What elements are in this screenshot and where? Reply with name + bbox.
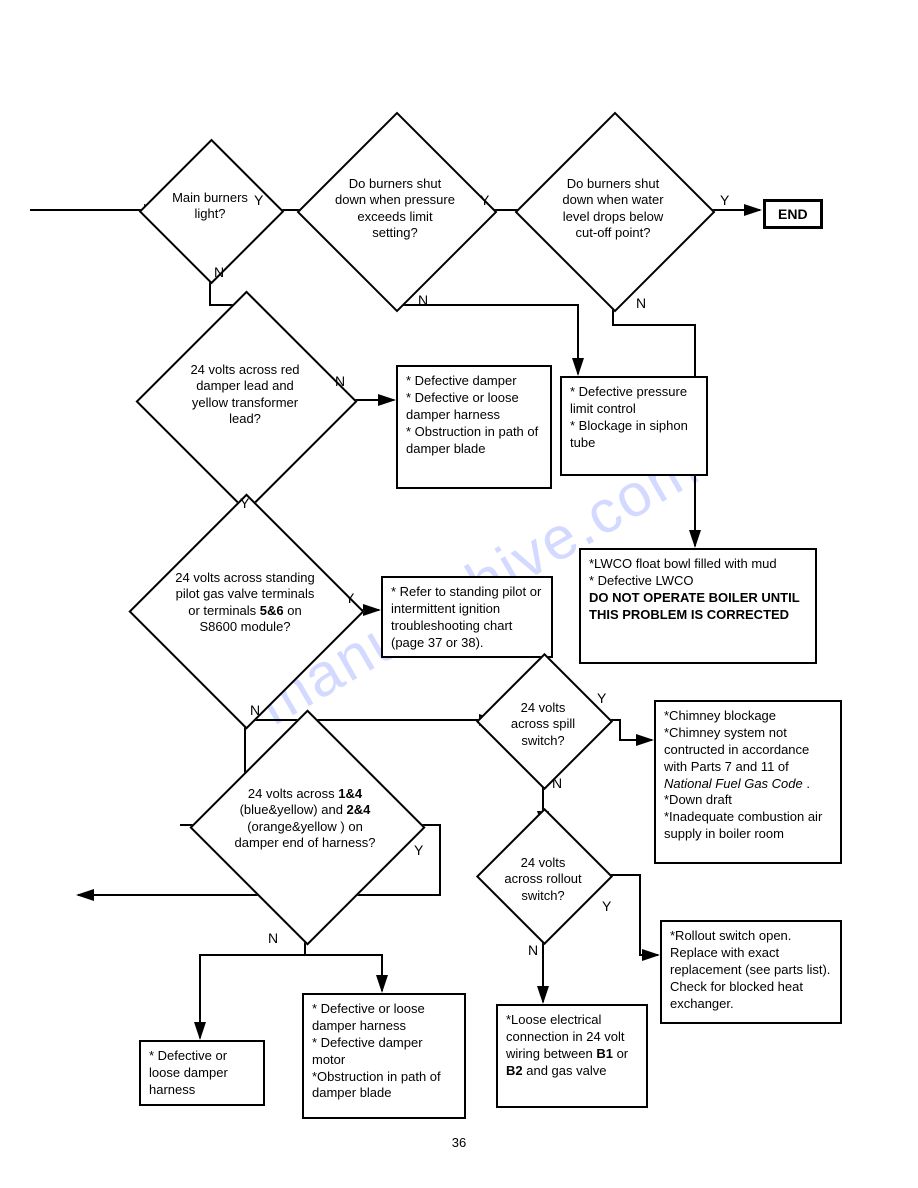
box-defective-harness-motor: * Defective or loose damper harness* Def… xyxy=(302,993,466,1119)
label-y3: Y xyxy=(720,192,729,208)
box-defective-harness: * Defective or loose damper harness xyxy=(139,1040,265,1106)
page-number: 36 xyxy=(0,1135,918,1150)
box-troubleshooting-chart: * Refer to standing pilot or intermitten… xyxy=(381,576,553,658)
decision-main-burners xyxy=(139,139,285,285)
decision-24v-spill-switch xyxy=(476,653,613,790)
box-defective-damper-text: * Defective damper* Defective or loose d… xyxy=(406,373,538,456)
box-lwco-warning: *LWCO float bowl filled with mud* Defect… xyxy=(579,548,817,664)
decision-24v-gas-valve xyxy=(128,493,364,729)
decision-24v-damper-lead xyxy=(135,290,357,512)
flowchart-canvas: manualshive.com xyxy=(0,0,918,1188)
label-n2: N xyxy=(418,292,428,308)
label-y6: Y xyxy=(597,690,606,706)
label-n1: N xyxy=(214,264,224,280)
box-defective-harness-motor-text: * Defective or loose damper harness* Def… xyxy=(312,1001,441,1100)
box-rollout-switch-open-text: *Rollout switch open. Replace with exact… xyxy=(670,928,830,1011)
label-y4: Y xyxy=(240,495,249,511)
label-n5: N xyxy=(250,702,260,718)
box-pressure-limit-control: * Defective pressure limit control* Bloc… xyxy=(560,376,708,476)
label-n8: N xyxy=(528,942,538,958)
box-loose-connection: *Loose electrical connection in 24 volt … xyxy=(496,1004,648,1108)
box-pressure-limit-control-text: * Defective pressure limit control* Bloc… xyxy=(570,384,688,450)
box-defective-damper: * Defective damper* Defective or loose d… xyxy=(396,365,552,489)
label-n4: N xyxy=(335,373,345,389)
label-y8: Y xyxy=(602,898,611,914)
label-y5: Y xyxy=(345,590,354,606)
box-troubleshooting-chart-text: * Refer to standing pilot or intermitten… xyxy=(391,584,541,650)
decision-pressure-limit xyxy=(297,112,498,313)
label-y7: Y xyxy=(414,842,423,858)
decision-water-level xyxy=(515,112,716,313)
label-n7: N xyxy=(268,930,278,946)
label-n3: N xyxy=(636,295,646,311)
box-defective-harness-text: * Defective or loose damper harness xyxy=(149,1048,228,1097)
box-rollout-switch-open: *Rollout switch open. Replace with exact… xyxy=(660,920,842,1024)
label-y1: Y xyxy=(254,192,263,208)
decision-24v-harness xyxy=(189,709,425,945)
box-chimney-blockage: *Chimney blockage*Chimney system not con… xyxy=(654,700,842,864)
decision-24v-rollout-switch xyxy=(476,808,613,945)
label-n6: N xyxy=(552,775,562,791)
end-terminator: END xyxy=(763,199,823,229)
label-y2: Y xyxy=(480,192,489,208)
